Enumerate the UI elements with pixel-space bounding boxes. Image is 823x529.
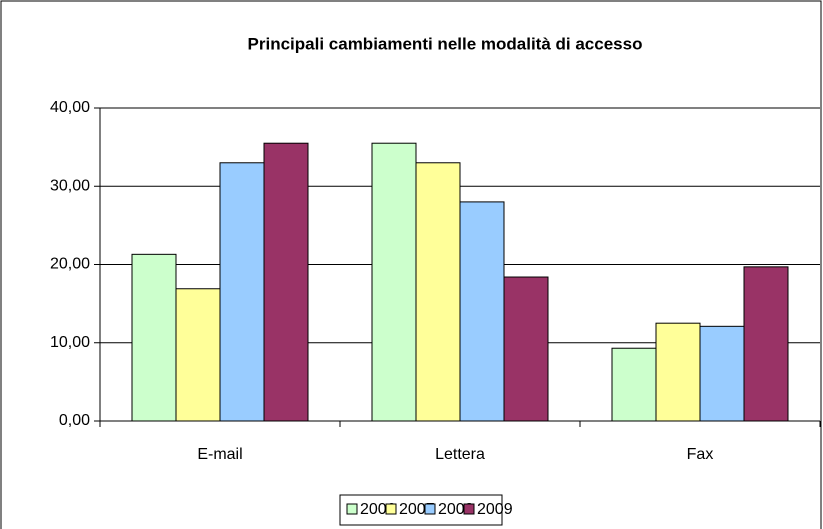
x-tick-label: Fax	[687, 446, 714, 463]
bar	[459, 201, 505, 422]
y-tick-label: 0,00	[59, 412, 90, 429]
bar	[175, 288, 221, 422]
bar	[611, 347, 657, 422]
legend-swatch	[385, 503, 397, 515]
x-tick-label: E-mail	[197, 446, 242, 463]
y-tick-label: 10,00	[50, 334, 90, 351]
bar	[371, 142, 417, 422]
legend-box	[339, 494, 503, 526]
y-tick-label: 40,00	[50, 99, 90, 116]
legend-label: 2009	[477, 501, 513, 518]
bar	[219, 162, 265, 422]
legend-swatch	[346, 503, 358, 515]
bar	[131, 253, 177, 422]
bar	[699, 325, 745, 422]
y-tick-label: 20,00	[50, 256, 90, 273]
chart-title: Principali cambiamenti nelle modalità di…	[248, 34, 643, 53]
legend-swatch	[424, 503, 436, 515]
y-tick-label: 30,00	[50, 177, 90, 194]
bar	[415, 162, 461, 422]
bar	[503, 276, 549, 422]
bar	[655, 322, 701, 422]
x-tick-label: Lettera	[435, 446, 485, 463]
bar	[743, 266, 789, 422]
legend-swatch	[463, 503, 475, 515]
bar	[263, 142, 309, 422]
